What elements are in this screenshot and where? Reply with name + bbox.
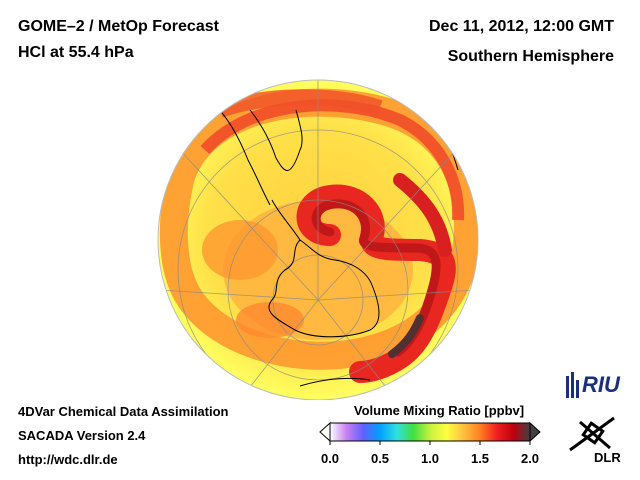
south-america-coast [214,104,303,206]
lower-left-blob [236,302,304,338]
antarctica-coast [268,239,380,338]
colorbar-tick-label: 0.0 [320,451,340,466]
colorbar [319,421,541,445]
globe-outline [157,79,479,400]
datetime-label: Dec 11, 2012, 12:00 GMT [429,18,614,35]
species-title: HCl at 55.4 hPa [18,44,134,61]
hemisphere-map [157,79,479,400]
riu-logo-text: RIU [582,372,620,397]
australia-coast [299,377,371,387]
colorbar-max-arrow [529,421,541,443]
left-orange-blob [202,220,278,280]
colorbar-title: Volume Mixing Ratio [ppbv] [353,403,525,418]
url-link[interactable]: http://wdc.dlr.de [18,452,118,467]
colorbar-tick-marks [329,441,531,445]
colorbar-min-arrow [319,421,331,443]
field-layer [158,80,478,400]
region-label: Southern Hemisphere [447,48,614,65]
instrument-title: GOME–2 / MetOp Forecast [18,18,219,35]
peak-streak [388,314,424,358]
dlr-logo-text: DLR [594,450,621,465]
red-swirl-core [311,199,441,357]
east-streak [393,173,452,257]
version-label: SACADA Version 2.4 [18,428,146,443]
colorbar-tick-label: 1.5 [470,451,490,466]
colorbar-body [329,422,531,442]
graticule [159,80,477,400]
peninsula-coast [271,199,301,241]
assimilation-label: 4DVar Chemical Data Assimilation [18,404,229,419]
north-band [217,89,383,118]
colorbar-tick-label: 2.0 [520,451,540,466]
outer-ring-red [200,99,465,221]
dlr-logo-icon [569,416,615,452]
riu-logo-icon [566,372,579,398]
colorbar-tick-label: 1.0 [420,451,440,466]
colorbar-tick-label: 0.5 [370,451,390,466]
